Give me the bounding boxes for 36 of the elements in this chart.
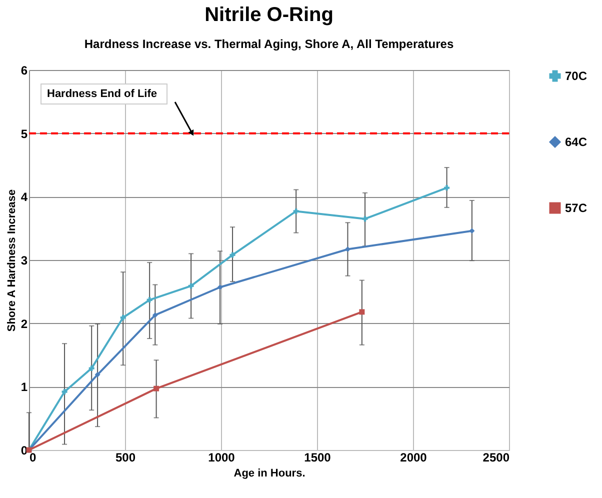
x-tick-label: 500 xyxy=(115,450,136,464)
annotation: Hardness End of Life xyxy=(47,88,158,100)
point xyxy=(62,388,68,394)
point xyxy=(469,228,475,234)
legend-label: 57C xyxy=(565,201,588,215)
point xyxy=(217,284,223,290)
point xyxy=(344,246,350,252)
y-axis-title: Shore A Hardness Increase xyxy=(6,189,18,332)
y-tick-label: 5 xyxy=(20,126,28,141)
x-tick-label: 1500 xyxy=(304,450,332,464)
x-tick-label: 1000 xyxy=(208,450,236,464)
point xyxy=(188,283,194,289)
x-axis-title: Age in Hours. xyxy=(234,468,306,480)
y-tick-label: 6 xyxy=(20,64,28,78)
y-tick-label: 1 xyxy=(20,380,28,394)
legend-label: 64C xyxy=(565,135,588,149)
point xyxy=(293,208,299,214)
point xyxy=(94,372,100,378)
point xyxy=(444,185,450,191)
point xyxy=(230,252,236,258)
x-tick-label: 2500 xyxy=(482,450,510,464)
x-tick-label: 2000 xyxy=(400,450,428,464)
chart-subtitle: Hardness Increase vs. Thermal Aging, Shore A, All Temperatures xyxy=(84,37,454,51)
point xyxy=(362,216,368,222)
chart-title: Nitrile O-Ring xyxy=(204,4,334,26)
point xyxy=(88,366,94,372)
point xyxy=(146,297,152,303)
y-tick-label: 4 xyxy=(20,190,28,204)
point xyxy=(120,314,126,320)
x-tick-label: 0 xyxy=(30,450,36,464)
legend-label: 70C xyxy=(565,69,588,83)
y-tick-label: 3 xyxy=(20,254,28,268)
point xyxy=(359,309,365,315)
point xyxy=(154,386,160,392)
point xyxy=(152,312,158,318)
y-tick-label: 2 xyxy=(20,316,28,331)
